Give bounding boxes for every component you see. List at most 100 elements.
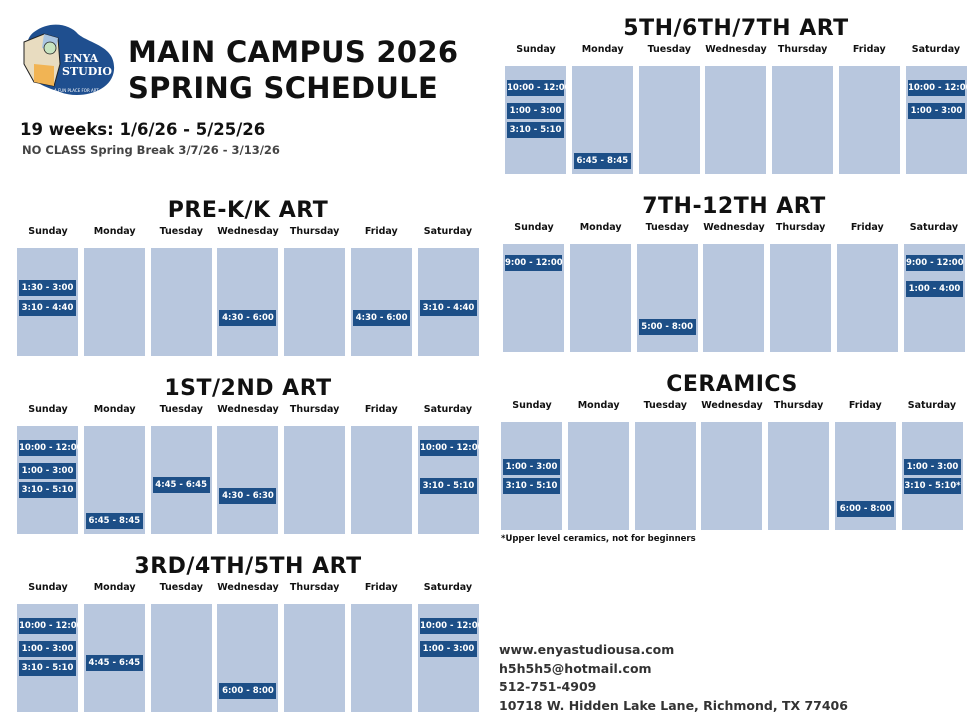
day-header-row: Sunday Monday Tuesday Wednesday Thursday Frid… (501, 400, 963, 416)
class-time-block: 4:30 - 6:00 (353, 310, 411, 326)
class-time-block: 1:00 - 3:00 (507, 103, 564, 119)
spring-break-notice: NO CLASS Spring Break 3/7/26 - 3/13/26 (22, 143, 280, 157)
day-label: Sunday (28, 404, 68, 415)
day-column (284, 248, 346, 356)
class-time-block: 1:00 - 3:00 (19, 463, 76, 479)
class-time-block: 3:10 - 5:10 (503, 478, 560, 494)
day-label: Sunday (28, 582, 68, 593)
day-columns: 9:00 - 12:00 5:00 - 8:00 9:00 - 12:00 1:00 … (503, 244, 965, 352)
class-time-block: 9:00 - 12:00 (505, 255, 563, 271)
class-time-block: 1:00 - 3:00 (903, 459, 961, 475)
day-column: 1:00 - 3:00 3:10 - 5:10 (501, 422, 562, 530)
day-header-row: Sunday Monday Tuesday Wednesday Thursday Frid… (503, 222, 965, 238)
day-header-row: Sunday Monday Tuesday Wednesday Thursday Frid… (17, 582, 479, 598)
day-column: 9:00 - 12:00 1:00 - 4:00 (903, 244, 965, 352)
day-label: Wednesday (703, 222, 765, 233)
contact-info: www.enyastudiousa.com h5h5h5@hotmail.com… (499, 641, 848, 715)
day-label: Saturday (423, 226, 473, 237)
section-title: PRE-K/K ART (167, 198, 329, 223)
day-column: 4:45 - 6:45 (150, 426, 212, 534)
class-time-block: 1:00 - 3:00 (419, 641, 477, 657)
day-column (703, 244, 765, 352)
day-label: Monday (581, 44, 624, 55)
day-column (839, 66, 901, 174)
day-label: Sunday (28, 226, 68, 237)
class-time-block: 4:30 - 6:30 (219, 488, 277, 504)
day-column (837, 244, 899, 352)
day-label: Saturday (909, 222, 959, 233)
day-label: Wednesday (705, 44, 767, 55)
day-column (634, 422, 696, 530)
day-column: 10:00 - 12:00 3:10 - 5:10 (417, 426, 484, 534)
day-label: Monday (93, 582, 136, 593)
day-label: Saturday (911, 44, 961, 55)
day-label: Saturday (423, 582, 473, 593)
phone: 512-751-4909 (499, 679, 597, 694)
class-time-block: 4:45 - 6:45 (152, 477, 210, 493)
class-time-block: 6:00 - 8:00 (837, 501, 895, 517)
day-label: Wednesday (217, 582, 279, 593)
day-column (770, 244, 832, 352)
day-label: Friday (852, 44, 886, 55)
day-header-row: Sunday Monday Tuesday Wednesday Thursday Frid… (505, 44, 967, 60)
schedule-section: 7TH-12TH ART Sunday Monday Tuesday Wednesday… (503, 192, 965, 352)
class-time-block: 3:10 - 4:40 (19, 300, 76, 316)
class-time-block: 10:00 - 12:00 (507, 80, 571, 96)
day-column: 9:00 - 12:00 (503, 244, 564, 352)
day-header-row: Sunday Monday Tuesday Wednesday Thursday Frid… (17, 226, 479, 242)
day-column: 3:10 - 4:40 (417, 248, 479, 356)
class-time-block: 3:10 - 5:10 (507, 122, 564, 138)
day-label: Friday (364, 226, 398, 237)
day-header-row: Sunday Monday Tuesday Wednesday Thursday Frid… (17, 404, 479, 420)
day-column (150, 248, 212, 356)
class-time-block: 4:45 - 6:45 (85, 655, 143, 671)
day-column: 4:30 - 6:00 (351, 248, 413, 356)
class-time-block: 4:30 - 6:00 (219, 310, 277, 326)
day-column: 4:30 - 6:00 (217, 248, 279, 356)
day-label: Monday (93, 226, 136, 237)
section-title: 1ST/2ND ART (164, 376, 332, 401)
day-label: Monday (93, 404, 136, 415)
day-column: 1:30 - 3:00 3:10 - 4:40 (17, 248, 78, 356)
day-label: Friday (850, 222, 884, 233)
day-label: Thursday (289, 582, 340, 593)
footnote: *Upper level ceramics, not for beginners (501, 534, 696, 544)
day-column (284, 426, 346, 534)
class-time-block: 9:00 - 12:00 (905, 255, 964, 271)
section-title: 7TH-12TH ART (642, 194, 826, 219)
day-column (284, 604, 346, 712)
svg-text:A FUN PLACE FOR ART: A FUN PLACE FOR ART (54, 88, 99, 93)
class-time-block: 1:00 - 4:00 (905, 281, 963, 297)
page-title: MAIN CAMPUS 2026 SPRING SCHEDULE (128, 34, 458, 106)
class-time-block: 3:10 - 4:40 (419, 300, 477, 316)
website: www.enyastudiousa.com (499, 642, 675, 657)
svg-text:ENYA: ENYA (64, 52, 99, 65)
section-title: 3RD/4TH/5TH ART (134, 554, 362, 579)
day-label: Thursday (775, 222, 826, 233)
day-column (567, 422, 629, 530)
day-columns: 10:00 - 12:00 1:00 - 3:00 3:10 - 5:10 6:45 … (505, 66, 972, 174)
day-label: Wednesday (217, 226, 279, 237)
day-label: Tuesday (645, 222, 690, 233)
day-column (705, 66, 767, 174)
day-label: Thursday (289, 404, 340, 415)
day-column (768, 422, 830, 530)
day-column: 1:00 - 3:00 3:10 - 5:10* (901, 422, 963, 530)
class-time-block: 1:00 - 3:00 (19, 641, 76, 657)
class-time-block: 3:10 - 5:10 (19, 482, 76, 498)
day-label: Saturday (423, 404, 473, 415)
day-label: Friday (848, 400, 882, 411)
day-column (150, 604, 212, 712)
day-column: 10:00 - 12:00 1:00 - 3:00 3:10 - 5:10 (17, 604, 83, 712)
day-label: Wednesday (701, 400, 763, 411)
term-weeks: 19 weeks: 1/6/26 - 5/25/26 (20, 120, 266, 139)
svg-text:STUDIO: STUDIO (62, 65, 112, 78)
day-label: Tuesday (159, 226, 204, 237)
day-column (569, 244, 631, 352)
class-time-block: 6:45 - 8:45 (573, 153, 631, 169)
day-column: 6:00 - 8:00 (217, 604, 279, 712)
address: 10718 W. Hidden Lake Lane, Richmond, TX … (499, 697, 848, 713)
day-column: 6:00 - 8:00 (835, 422, 897, 530)
schedule-section: PRE-K/K ART Sunday Monday Tuesday Wednesday T… (17, 196, 479, 356)
schedule-section: 3RD/4TH/5TH ART Sunday Monday Tuesday Wednes… (17, 552, 484, 712)
